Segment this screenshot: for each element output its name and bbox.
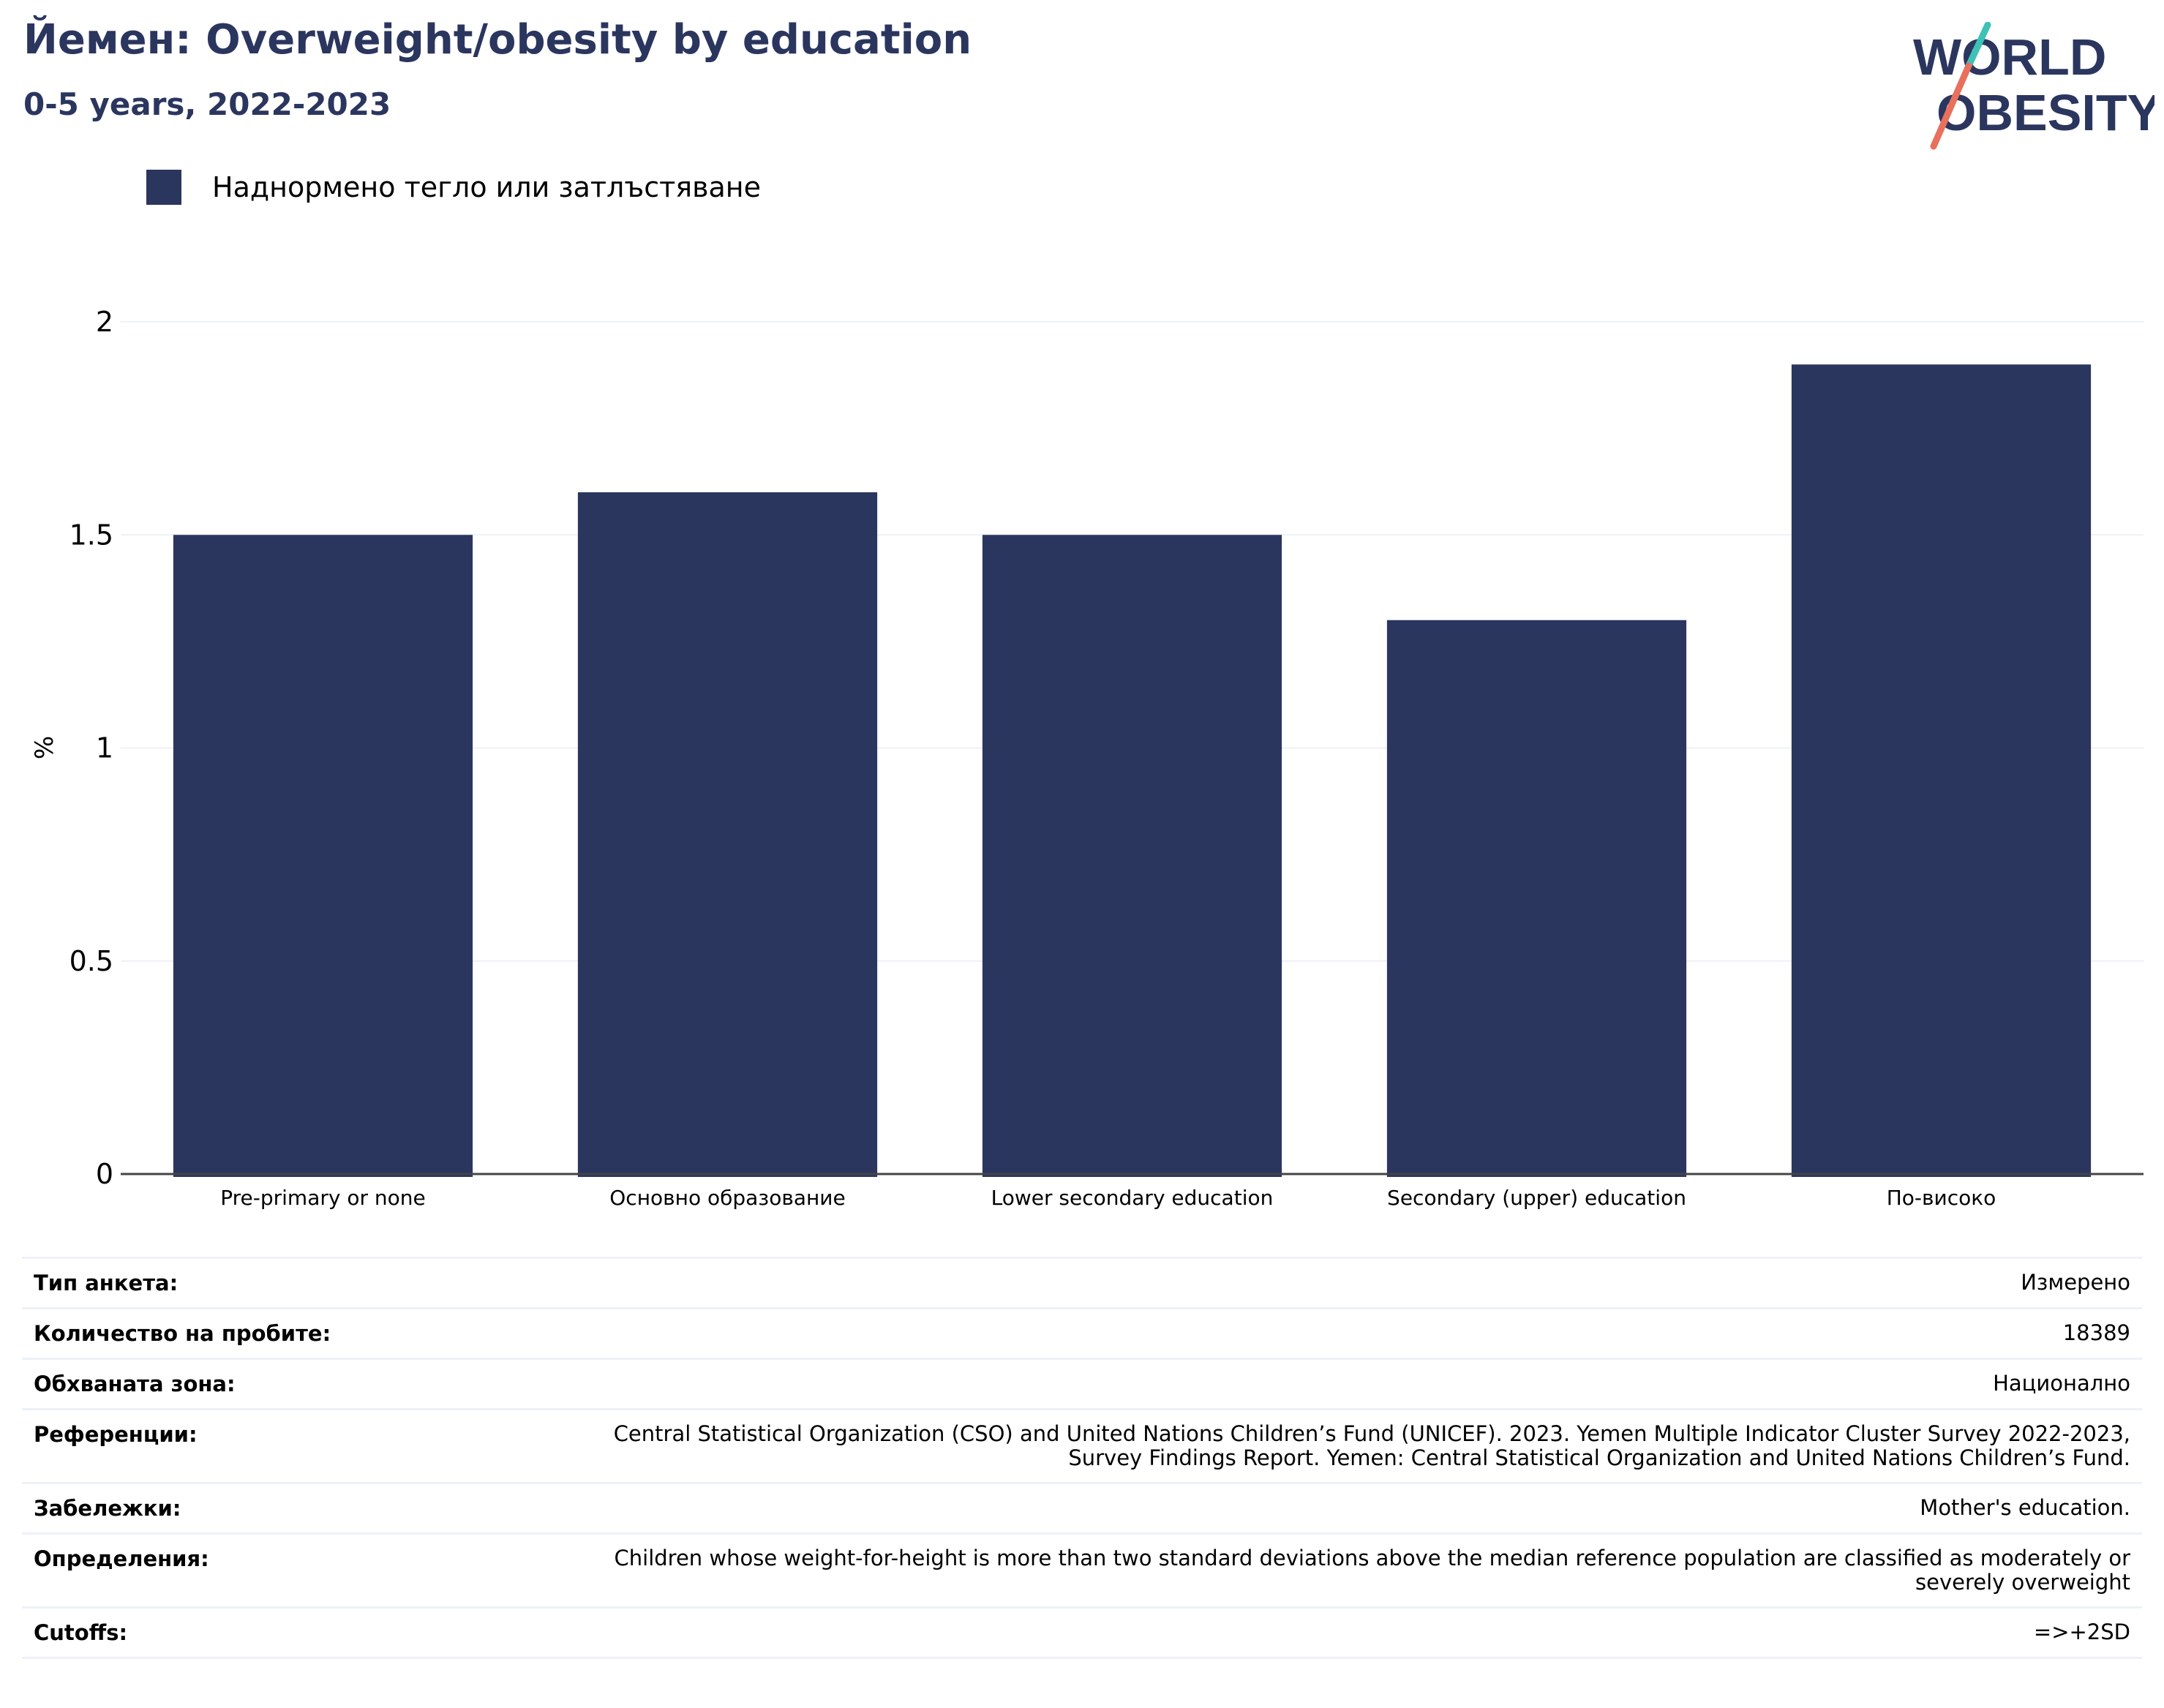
info-row: Определения: Children whose weight-for-he…	[22, 1532, 2142, 1609]
logo-word-world: WORLD	[1913, 29, 2106, 86]
y-tick-label: 0.5	[69, 945, 113, 977]
info-row: Обхваната зона: Национално	[22, 1358, 2142, 1410]
info-value: Измерено	[557, 1257, 2142, 1309]
info-row: Cutoffs: =>+2SD	[22, 1606, 2142, 1659]
info-row: Количество на пробите: 18389	[22, 1307, 2142, 1360]
info-value: Национално	[557, 1358, 2142, 1410]
chart-subtitle: 0-5 years, 2022-2023	[23, 86, 391, 122]
bar-chart: % 0 0.5 1 1.5 2 Pre-primary or none Основно об…	[30, 306, 2144, 1210]
bar	[577, 492, 878, 1177]
info-value: 18389	[557, 1307, 2142, 1360]
world-obesity-logo: WORLD OBESITY	[1913, 22, 2154, 150]
logo-word-obesity: OBESITY	[1936, 84, 2154, 141]
bar	[1791, 364, 2092, 1177]
x-tick-label: Pre-primary or none	[220, 1186, 426, 1210]
info-key: Забележки:	[22, 1482, 557, 1535]
x-tick-label: Lower secondary education	[991, 1186, 1274, 1210]
info-value: Mother's education.	[557, 1482, 2142, 1535]
y-tick-label: 1	[96, 732, 113, 764]
logo-slash-teal	[1965, 22, 1991, 69]
bar	[982, 535, 1282, 1177]
info-key: Определения:	[22, 1532, 557, 1609]
info-value: Children whose weight-for-height is more…	[557, 1532, 2142, 1609]
info-value: =>+2SD	[557, 1606, 2142, 1659]
info-row: Референции: Central Statistical Organizat…	[22, 1408, 2142, 1484]
x-tick-label: Secondary (upper) education	[1387, 1186, 1686, 1210]
chart-title: Йемен: Overweight/obesity by education	[23, 16, 972, 64]
bar	[173, 535, 473, 1177]
info-key: Количество на пробите:	[22, 1307, 557, 1360]
bar	[1386, 620, 1687, 1177]
y-tick-label: 2	[96, 306, 113, 338]
info-row: Забележки: Mother's education.	[22, 1482, 2142, 1535]
info-key: Тип анкета:	[22, 1257, 557, 1309]
survey-info-table: Тип анкета: Измерено Количество на пробите…	[22, 1257, 2142, 1659]
info-key: Обхваната зона:	[22, 1358, 557, 1410]
legend-swatch	[146, 170, 181, 205]
x-tick-label: По-високо	[1887, 1186, 1996, 1210]
y-tick-label: 1.5	[69, 519, 113, 551]
legend[interactable]: Наднормено тегло или затлъстяване	[146, 168, 761, 206]
info-row: Тип анкета: Измерено	[22, 1257, 2142, 1309]
x-tick-label: Основно образование	[609, 1186, 845, 1210]
info-value: Central Statistical Organization (CSO) a…	[557, 1408, 2142, 1484]
legend-label: Наднормено тегло или затлъстяване	[212, 171, 761, 203]
logo-slash-coral	[1930, 62, 1972, 150]
y-axis-label: %	[30, 736, 59, 759]
info-key: Референции:	[22, 1408, 557, 1484]
y-tick-label: 0	[96, 1158, 113, 1190]
info-key: Cutoffs:	[22, 1606, 557, 1659]
